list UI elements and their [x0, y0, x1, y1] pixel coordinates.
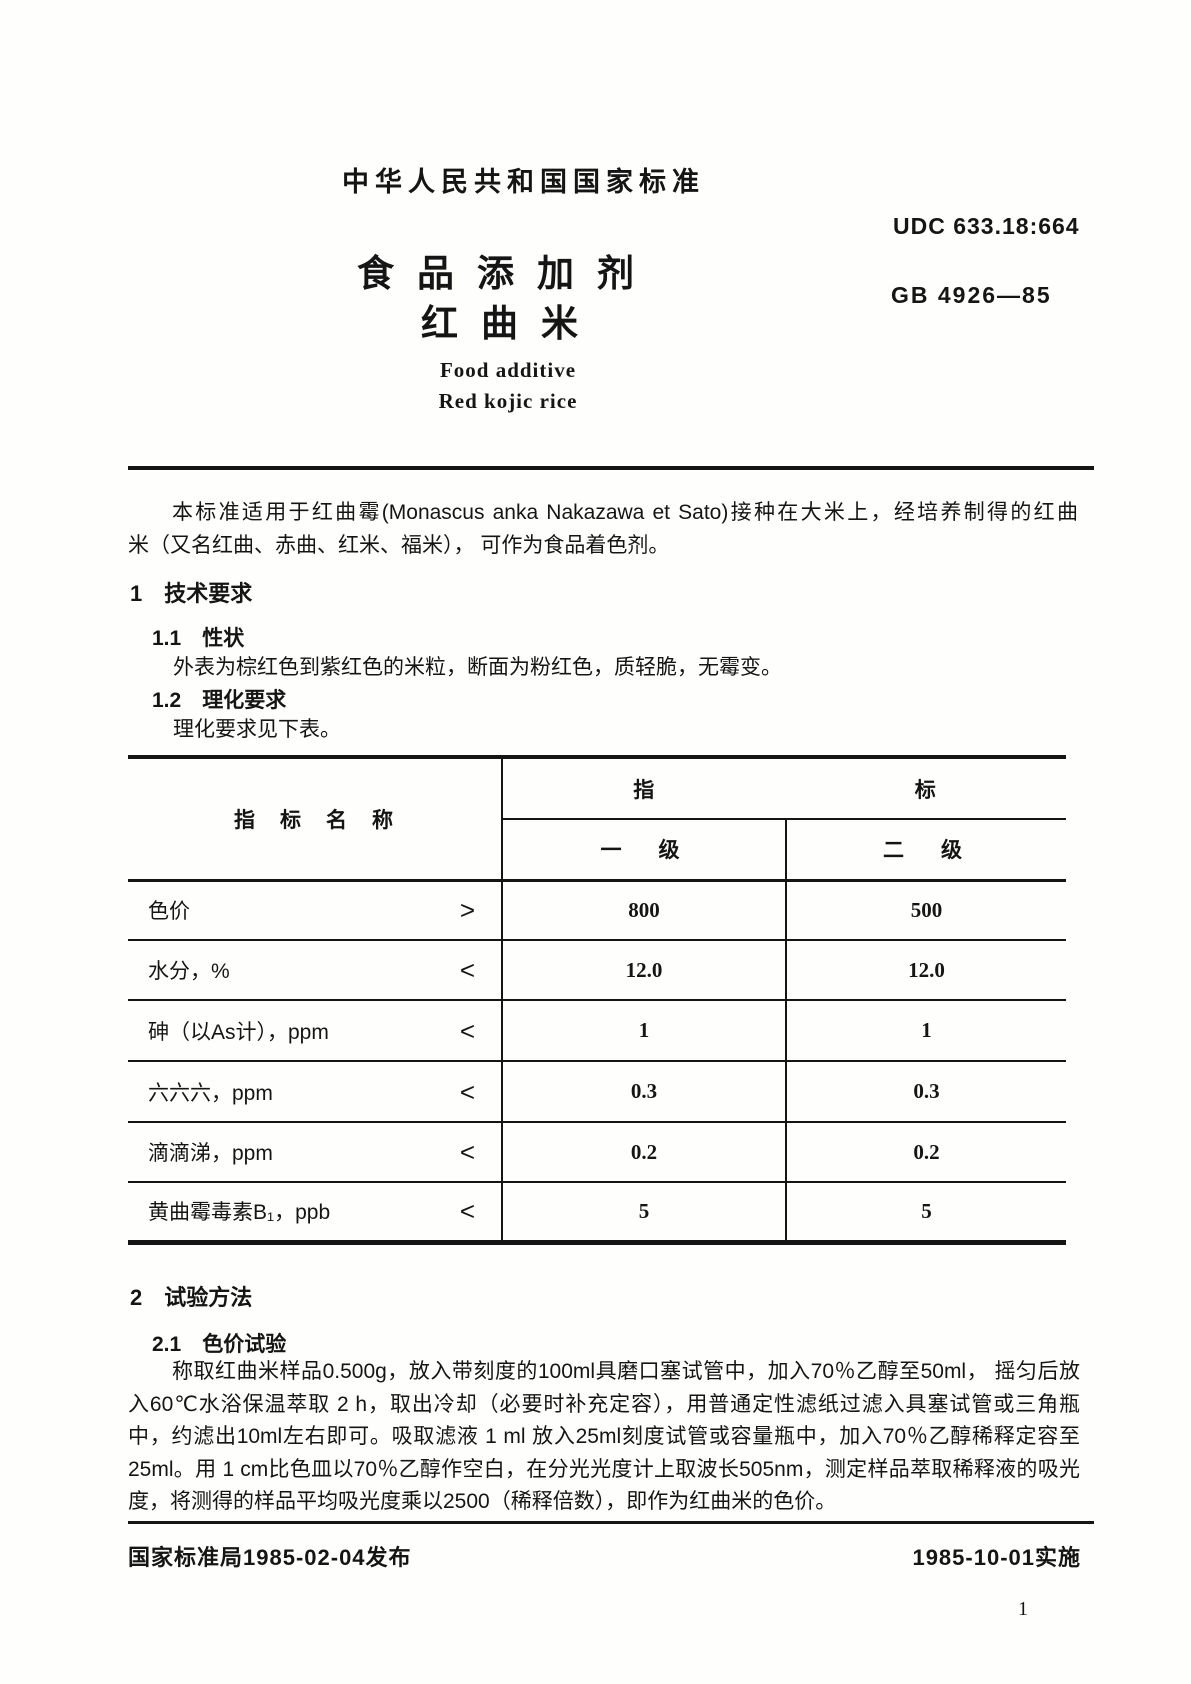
table-header-indicator-right: 标	[914, 778, 936, 802]
table-header-grade2: 二 级	[785, 819, 1066, 882]
grade2-value: 1	[785, 1000, 1066, 1062]
document-title-line2: 红曲米	[421, 303, 601, 344]
section1-1-heading: 1.1 性状	[152, 627, 245, 650]
table-row: 黄曲霉毒素B₁，ppb < 5 5	[128, 1182, 1066, 1242]
table-row: 砷（以As计），ppm < 1 1	[128, 1000, 1066, 1062]
grade1-value: 5	[501, 1182, 786, 1242]
indicator-name: 水分，%	[148, 960, 230, 983]
table-row: 色价 > 800 500	[128, 880, 1066, 941]
relation-symbol: <	[459, 1015, 475, 1046]
relation-symbol: <	[459, 1196, 475, 1227]
physicochemical-spec-table: 指 标 名 称 指 标 一 级 二 级 色价 > 800 500 水分，% <	[128, 755, 1066, 1245]
grade2-value: 500	[785, 880, 1066, 941]
national-standard-title: 中华人民共和国国家标准	[342, 167, 705, 197]
title-english-line1: Food additive	[439, 358, 577, 382]
section1-heading: 1 技术要求	[130, 581, 253, 606]
indicator-name: 砷（以As计），ppm	[148, 1020, 329, 1044]
table-header-grade1: 一 级	[501, 819, 786, 882]
grade1-value: 0.2	[501, 1122, 786, 1183]
scope-paragraph: 本标准适用于红曲霉(Monascus anka Nakazawa et Sato…	[128, 496, 1078, 562]
header-divider-rule	[128, 466, 1094, 470]
grade1-value: 1	[501, 1000, 786, 1062]
indicator-name: 六六六，ppm	[148, 1081, 273, 1105]
table-row: 滴滴涕，ppm < 0.2 0.2	[128, 1122, 1066, 1183]
grade2-value: 5	[785, 1182, 1066, 1242]
standard-number: GB 4926—85	[891, 282, 1052, 308]
section2-1-body: 称取红曲米样品0.500g，放入带刻度的100ml具磨口塞试管中，加入70％乙醇…	[128, 1360, 1080, 1513]
section2-1-heading: 2.1 色价试验	[152, 1333, 287, 1356]
section1-2-heading: 1.2 理化要求	[152, 689, 287, 712]
page-number: 1	[1018, 1598, 1028, 1620]
table-row: 水分，% < 12.0 12.0	[128, 940, 1066, 1001]
relation-symbol: <	[459, 1076, 475, 1107]
table-row: 六六六，ppm < 0.3 0.3	[128, 1061, 1066, 1123]
indicator-name: 色价	[148, 900, 190, 924]
udc-number: UDC 633.18:664	[893, 213, 1080, 239]
relation-symbol: <	[459, 955, 475, 985]
section1-1-body: 外表为棕红色到紫红色的米粒，断面为粉红色，质轻脆，无霉变。	[173, 656, 782, 679]
section2-heading: 2 试验方法	[130, 1285, 253, 1310]
table-header-indicator-name: 指 标 名 称	[128, 757, 502, 882]
section1-2-body: 理化要求见下表。	[173, 718, 341, 741]
grade2-value: 0.2	[785, 1122, 1066, 1183]
scope-line1: 本标准适用于红曲霉(Monascus anka Nakazawa et Sato…	[172, 501, 1078, 524]
footer-divider-rule	[128, 1521, 1094, 1524]
indicator-name: 黄曲霉毒素B₁，ppb	[148, 1201, 331, 1225]
grade1-value: 800	[501, 880, 786, 941]
table-header-indicator-left: 指	[633, 778, 655, 802]
footer-implemented-date: 1985-10-01实施	[912, 1545, 1081, 1570]
grade2-value: 0.3	[785, 1061, 1066, 1123]
scope-line2: 米（又名红曲、赤曲、红米、福米）， 可作为食品着色剂。	[128, 534, 670, 557]
relation-symbol: >	[459, 895, 475, 926]
title-english-line2: Red kojic rice	[438, 389, 578, 413]
grade1-value: 12.0	[501, 940, 786, 1001]
indicator-name: 滴滴涕，ppm	[148, 1142, 273, 1165]
relation-symbol: <	[459, 1137, 475, 1167]
table-header-indicator-span: 指 标	[501, 757, 1066, 820]
grade1-value: 0.3	[501, 1061, 786, 1123]
footer-issued-date: 国家标准局1985-02-04发布	[128, 1545, 412, 1570]
document-title-line1: 食品添加剂	[357, 253, 657, 294]
grade2-value: 12.0	[785, 940, 1066, 1001]
